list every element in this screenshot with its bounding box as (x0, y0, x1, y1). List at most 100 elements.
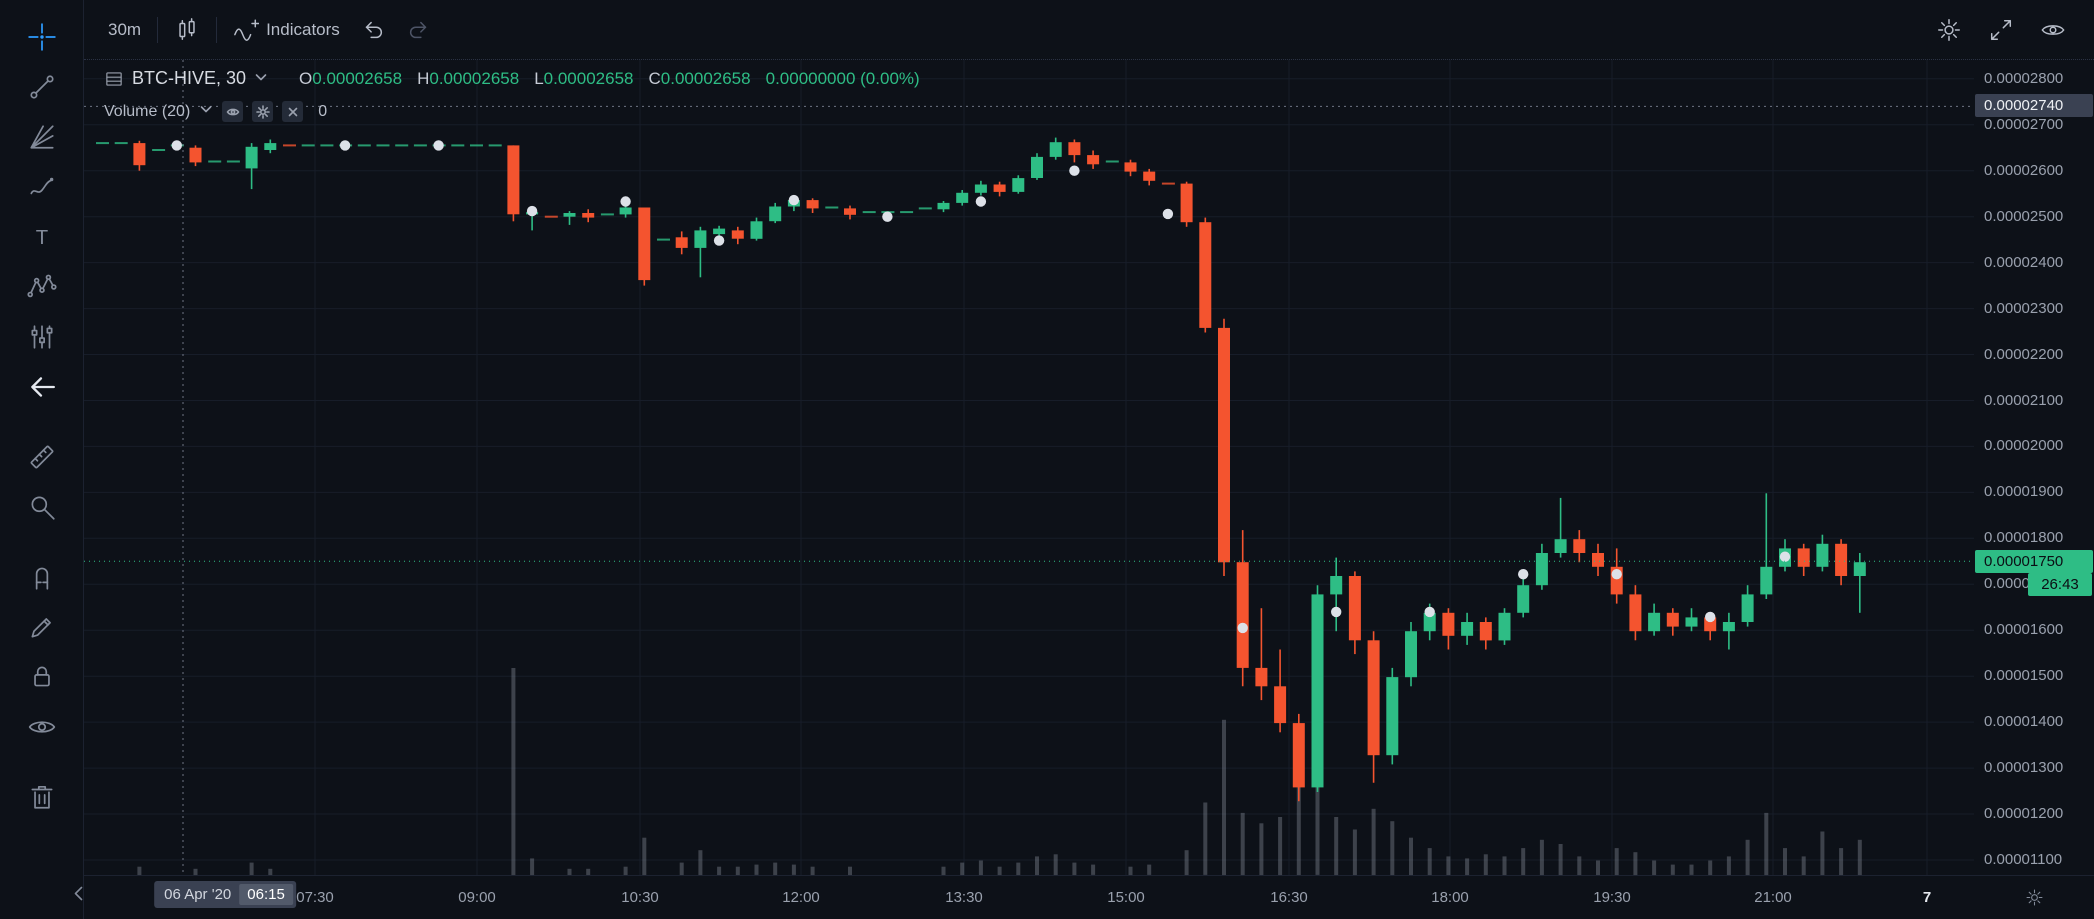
lock-drawings-tool[interactable] (18, 652, 66, 702)
brush-tool[interactable] (18, 162, 66, 212)
price-tick-label: 0.00002100 (1984, 391, 2064, 409)
chart-type-button[interactable] (164, 12, 210, 48)
flat-candle (208, 160, 222, 163)
gridlines (84, 60, 1974, 875)
trade-marker-dot (788, 194, 800, 206)
flat-candle (900, 211, 914, 214)
gann-fib-tool[interactable] (18, 112, 66, 162)
candle-body (844, 208, 856, 215)
time-axis-settings-gear-icon[interactable] (2025, 888, 2044, 907)
settings-button[interactable] (1932, 13, 1966, 47)
candle-body (750, 221, 763, 239)
candle-body (1386, 677, 1399, 756)
hide-panel-button[interactable] (2036, 13, 2070, 47)
magnet-tool[interactable] (18, 552, 66, 602)
flat-candle (152, 149, 166, 151)
flat-candle (1161, 182, 1175, 185)
candle-body (1348, 576, 1361, 641)
candle-body (1722, 622, 1735, 632)
gear-icon (1938, 18, 1960, 41)
volume-visibility-button[interactable] (222, 101, 244, 122)
candlestick-chart[interactable] (84, 60, 1974, 875)
candle-body (1255, 667, 1268, 687)
candlestick-chart-icon (179, 17, 195, 40)
symbol-title[interactable]: BTC-HIVE, 30 (104, 68, 268, 89)
candle-body (1535, 553, 1548, 586)
symbol-legend-row: BTC-HIVE, 30 O0.00002658 H0.00002658 L0.… (104, 68, 920, 89)
hide-drawings-tool[interactable] (18, 702, 66, 752)
forecast-icon (31, 325, 52, 349)
remove-drawings-tool[interactable] (18, 772, 66, 822)
drawing-mode-tool[interactable] (18, 602, 66, 652)
price-axis[interactable]: 0.00001100 0.00001200 0.00001300 0.00001400… (1974, 60, 2094, 875)
crosshair-tool[interactable] (18, 12, 66, 62)
trade-marker-dot (1237, 622, 1248, 634)
trend-line-tool[interactable] (18, 62, 66, 112)
volume-legend-row: Volume (20) 0 (104, 101, 920, 122)
trade-marker-dot (526, 205, 538, 217)
trade-marker-dot (975, 196, 987, 207)
candle-body (769, 206, 782, 222)
candle-body (675, 237, 688, 248)
candle-body (189, 147, 202, 163)
time-tick-label: 12:00 (782, 889, 820, 906)
crosshair-icon (27, 23, 56, 51)
fullscreen-button[interactable] (1984, 13, 2018, 47)
trend-line-icon (29, 75, 54, 99)
candle-body (563, 213, 576, 217)
topbar-right-group (1932, 13, 2080, 47)
pencil-icon (31, 618, 51, 638)
chevron-left-icon (74, 886, 83, 901)
candle-body (1685, 617, 1698, 627)
trade-marker-dot (1518, 569, 1529, 580)
price-tick-label: 0.00001800 (1984, 529, 2064, 547)
candle-body (133, 143, 146, 166)
candle-body (1835, 543, 1848, 576)
volume-settings-button[interactable] (252, 101, 274, 122)
fullscreen-icon (1990, 19, 2012, 40)
candle-body (1461, 622, 1474, 636)
eye-icon (28, 721, 55, 733)
indicators-button[interactable]: Indicators (223, 12, 350, 48)
candle-body (1405, 631, 1417, 678)
candle-body (1311, 594, 1324, 788)
candle-body (638, 207, 651, 281)
undo-button[interactable] (350, 12, 396, 48)
volume-remove-button[interactable] (282, 101, 304, 122)
flat-candle (657, 238, 670, 241)
volume-caret[interactable] (199, 102, 213, 121)
magnifier-icon (31, 496, 55, 520)
price-tick-label: 0.00001900 (1984, 483, 2064, 501)
prediction-tool[interactable] (18, 312, 66, 362)
chevron-down-icon (255, 74, 267, 81)
trade-marker-dot (1705, 611, 1716, 623)
chart-pane[interactable]: BTC-HIVE, 30 O0.00002658 H0.00002658 L0.… (84, 60, 1974, 875)
chart-legend: BTC-HIVE, 30 O0.00002658 H0.00002658 L0.… (104, 68, 920, 122)
time-axis[interactable]: 7 21:00 19:30 18:00 16:30 15:00 13:30 12:00 10:3… (84, 875, 1974, 919)
candle-body (1741, 594, 1754, 622)
symbol-label: BTC-HIVE, 30 (132, 68, 247, 88)
high-prefix: H (417, 68, 430, 88)
scroll-left-button[interactable] (72, 885, 86, 907)
crosshair-date-label: 06 Apr '20 (164, 886, 232, 903)
candle-body (1274, 686, 1287, 724)
candle-body (1218, 327, 1230, 563)
axis-corner (1974, 875, 2094, 919)
chevron-down-icon (200, 106, 212, 113)
interval-button[interactable]: 30m (98, 15, 151, 45)
symbol-caret[interactable] (254, 68, 268, 89)
candle-body (993, 184, 1006, 192)
flat-candle (862, 211, 876, 214)
text-tool[interactable]: T (18, 212, 66, 262)
redo-button[interactable] (396, 12, 442, 48)
flat-candle (413, 144, 427, 147)
low-value: 0.00002658 (543, 68, 634, 88)
zoom-tool[interactable] (18, 482, 66, 532)
crosshair-time-label: 06:15 (239, 884, 293, 905)
crosshair-price-badge: 0.00002740 (1975, 94, 2093, 118)
trade-marker-dot (433, 140, 444, 151)
arrow-tool[interactable] (18, 362, 66, 412)
candle-body (956, 192, 969, 203)
measure-tool[interactable] (18, 432, 66, 482)
pattern-tool[interactable] (18, 262, 66, 312)
